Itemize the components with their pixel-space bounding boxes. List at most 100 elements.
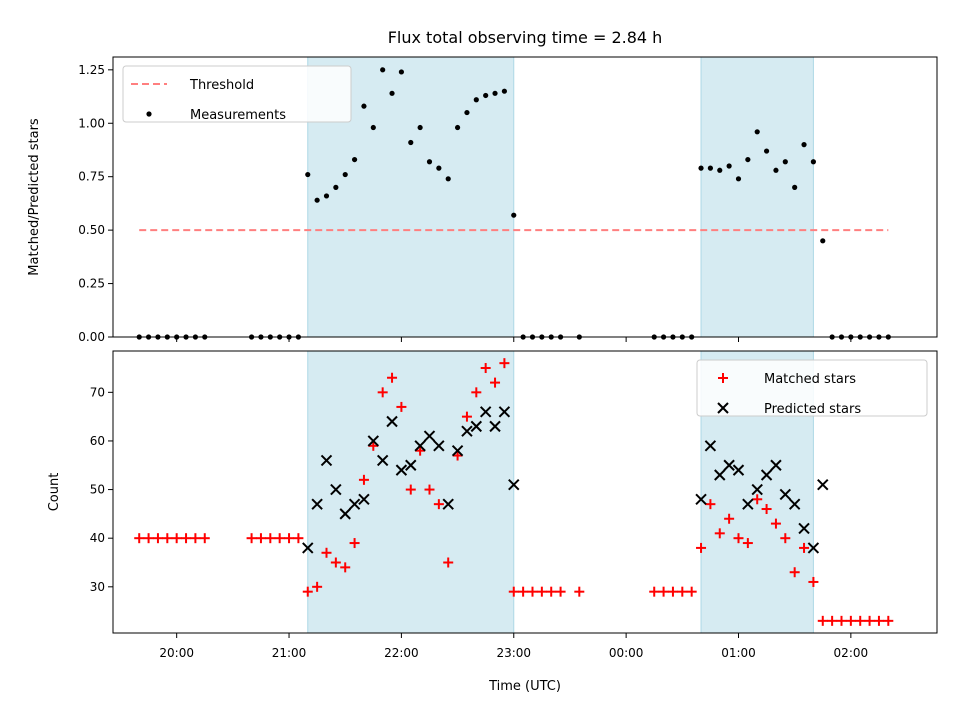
- bottom-matched-stars-point: [134, 533, 145, 544]
- top-measurements-point: [436, 165, 442, 171]
- bottom-predicted-stars-point: [311, 498, 323, 510]
- top-measurements-point: [792, 184, 798, 190]
- top-measurements-point: [445, 176, 451, 182]
- bottom-matched-stars-point: [686, 586, 697, 597]
- bottom-matched-stars-point: [508, 586, 519, 597]
- bottom-matched-stars-point: [536, 586, 547, 597]
- bottom-matched-stars-point: [883, 615, 894, 626]
- bottom-matched-stars-point: [705, 499, 716, 510]
- top-measurements-point: [351, 156, 358, 163]
- x-tick-label: 20:00: [159, 646, 194, 660]
- bottom-matched-stars-point: [471, 387, 482, 398]
- top-measurements-point: [801, 142, 807, 148]
- legend-x-marker: [717, 402, 729, 414]
- bottom-predicted-stars-point: [367, 435, 380, 447]
- bottom-predicted-stars-point: [442, 498, 454, 510]
- top-measurements-point: [483, 92, 489, 99]
- bottom-predicted-stars-point: [798, 522, 810, 535]
- top-y-tick-label: 0.75: [78, 170, 105, 184]
- top-legend: Threshold Measurements: [122, 65, 352, 123]
- bottom-matched-stars-point: [358, 474, 369, 485]
- top-y-tick-label: 0.00: [78, 330, 105, 344]
- top-measurements-point: [820, 238, 826, 244]
- bottom-matched-stars-point: [752, 494, 763, 505]
- top-measurements-point: [754, 129, 760, 135]
- bottom-matched-stars-point: [667, 586, 678, 597]
- top-measurements-point: [370, 124, 376, 131]
- bottom-predicted-stars-point: [414, 440, 426, 452]
- bottom-matched-stars-point: [845, 615, 856, 626]
- bottom-predicted-stars-point: [760, 469, 773, 481]
- bottom-matched-stars-point: [546, 586, 557, 597]
- top-y-tick-label: 1.00: [78, 116, 105, 130]
- bottom-matched-stars-point: [368, 440, 379, 451]
- bottom-matched-stars-point: [677, 586, 688, 597]
- bottom-matched-stars-point: [396, 401, 407, 412]
- bottom-matched-stars-point: [827, 615, 838, 626]
- x-tick-label: 22:00: [384, 646, 419, 660]
- bottom-matched-stars-point: [799, 542, 810, 553]
- bottom-y-tick-label: 40: [90, 531, 105, 545]
- top-y-tick-label: 1.25: [78, 63, 105, 77]
- bottom-matched-stars-point: [761, 504, 772, 515]
- top-measurements-point: [707, 165, 714, 171]
- x-axis-label: Time (UTC): [488, 679, 561, 694]
- bottom-predicted-stars-point: [433, 440, 445, 452]
- top-y-tick-label: 0.25: [78, 277, 105, 291]
- bottom-predicted-stars-point: [320, 454, 333, 467]
- bottom-predicted-stars-point: [695, 493, 707, 506]
- top-measurements-point: [464, 109, 470, 116]
- bottom-matched-stars-point: [480, 363, 491, 374]
- bottom-predicted-stars-point: [330, 483, 342, 496]
- bottom-matched-stars-point: [789, 567, 800, 578]
- bottom-matched-stars-point: [152, 533, 163, 544]
- bottom-matched-stars-point: [190, 533, 201, 544]
- bottom-predicted-stars-point: [423, 430, 436, 442]
- top-measurements-point: [361, 103, 367, 109]
- top-measurements-point: [305, 171, 311, 178]
- top-axes-frame: [112, 56, 938, 338]
- bottom-matched-stars-point: [724, 513, 735, 524]
- bottom-matched-stars-point: [424, 484, 435, 495]
- top-y-tick-label: 0.50: [78, 223, 105, 237]
- bottom-panel: 30 40 50 60 70 20:00 21:00 22:00 23:00 00:00 01:00…: [90, 350, 938, 660]
- x-tick-label: 23:00: [496, 646, 531, 660]
- bottom-matched-stars-point: [808, 576, 819, 587]
- bottom-matched-stars-point: [780, 533, 791, 544]
- bottom-predicted-stars-point: [451, 444, 464, 457]
- bottom-y-tick-label: 50: [90, 483, 105, 497]
- bottom-matched-stars-point: [387, 372, 398, 383]
- top-measurements-point: [333, 184, 339, 190]
- bottom-matched-stars-point: [443, 557, 454, 568]
- top-measurements-point: [323, 193, 330, 199]
- bottom-predicted-stars-point: [498, 406, 511, 418]
- bottom-legend-label: Predicted stars: [764, 402, 861, 417]
- bottom-legend-box: [696, 359, 928, 417]
- bottom-matched-stars-point: [555, 586, 566, 597]
- bottom-matched-stars-point: [143, 533, 154, 544]
- top-measurements-point: [698, 165, 704, 171]
- bottom-matched-stars-point: [171, 533, 182, 544]
- bottom-matched-stars-point: [274, 533, 285, 544]
- x-tick-label: 01:00: [721, 646, 756, 660]
- top-legend-label: Threshold: [189, 78, 254, 93]
- bottom-legend-label: Matched stars: [764, 372, 856, 387]
- top-measurements-point: [426, 159, 433, 165]
- bottom-matched-stars-point: [330, 557, 341, 568]
- bottom-y-tick-label: 60: [90, 434, 105, 448]
- chart-title: Flux total observing time = 2.84 h: [388, 28, 663, 47]
- bottom-predicted-stars-point: [489, 420, 501, 433]
- bottom-matched-stars-point: [340, 562, 351, 573]
- bottom-predicted-stars-point: [732, 464, 745, 476]
- top-measurements-point: [501, 88, 507, 94]
- bottom-predicted-stars-point: [770, 459, 782, 471]
- top-measurements-point: [492, 90, 498, 96]
- top-measurements-point: [763, 148, 770, 154]
- top-y-axis-label: Matched/Predicted stars: [27, 118, 42, 276]
- bottom-matched-stars-point: [873, 615, 884, 626]
- bottom-matched-stars-point: [499, 358, 510, 369]
- top-measurements-point: [511, 212, 517, 218]
- bottom-predicted-stars-point: [751, 483, 763, 496]
- bottom-matched-stars-point: [255, 533, 266, 544]
- bottom-matched-stars-point: [817, 615, 828, 626]
